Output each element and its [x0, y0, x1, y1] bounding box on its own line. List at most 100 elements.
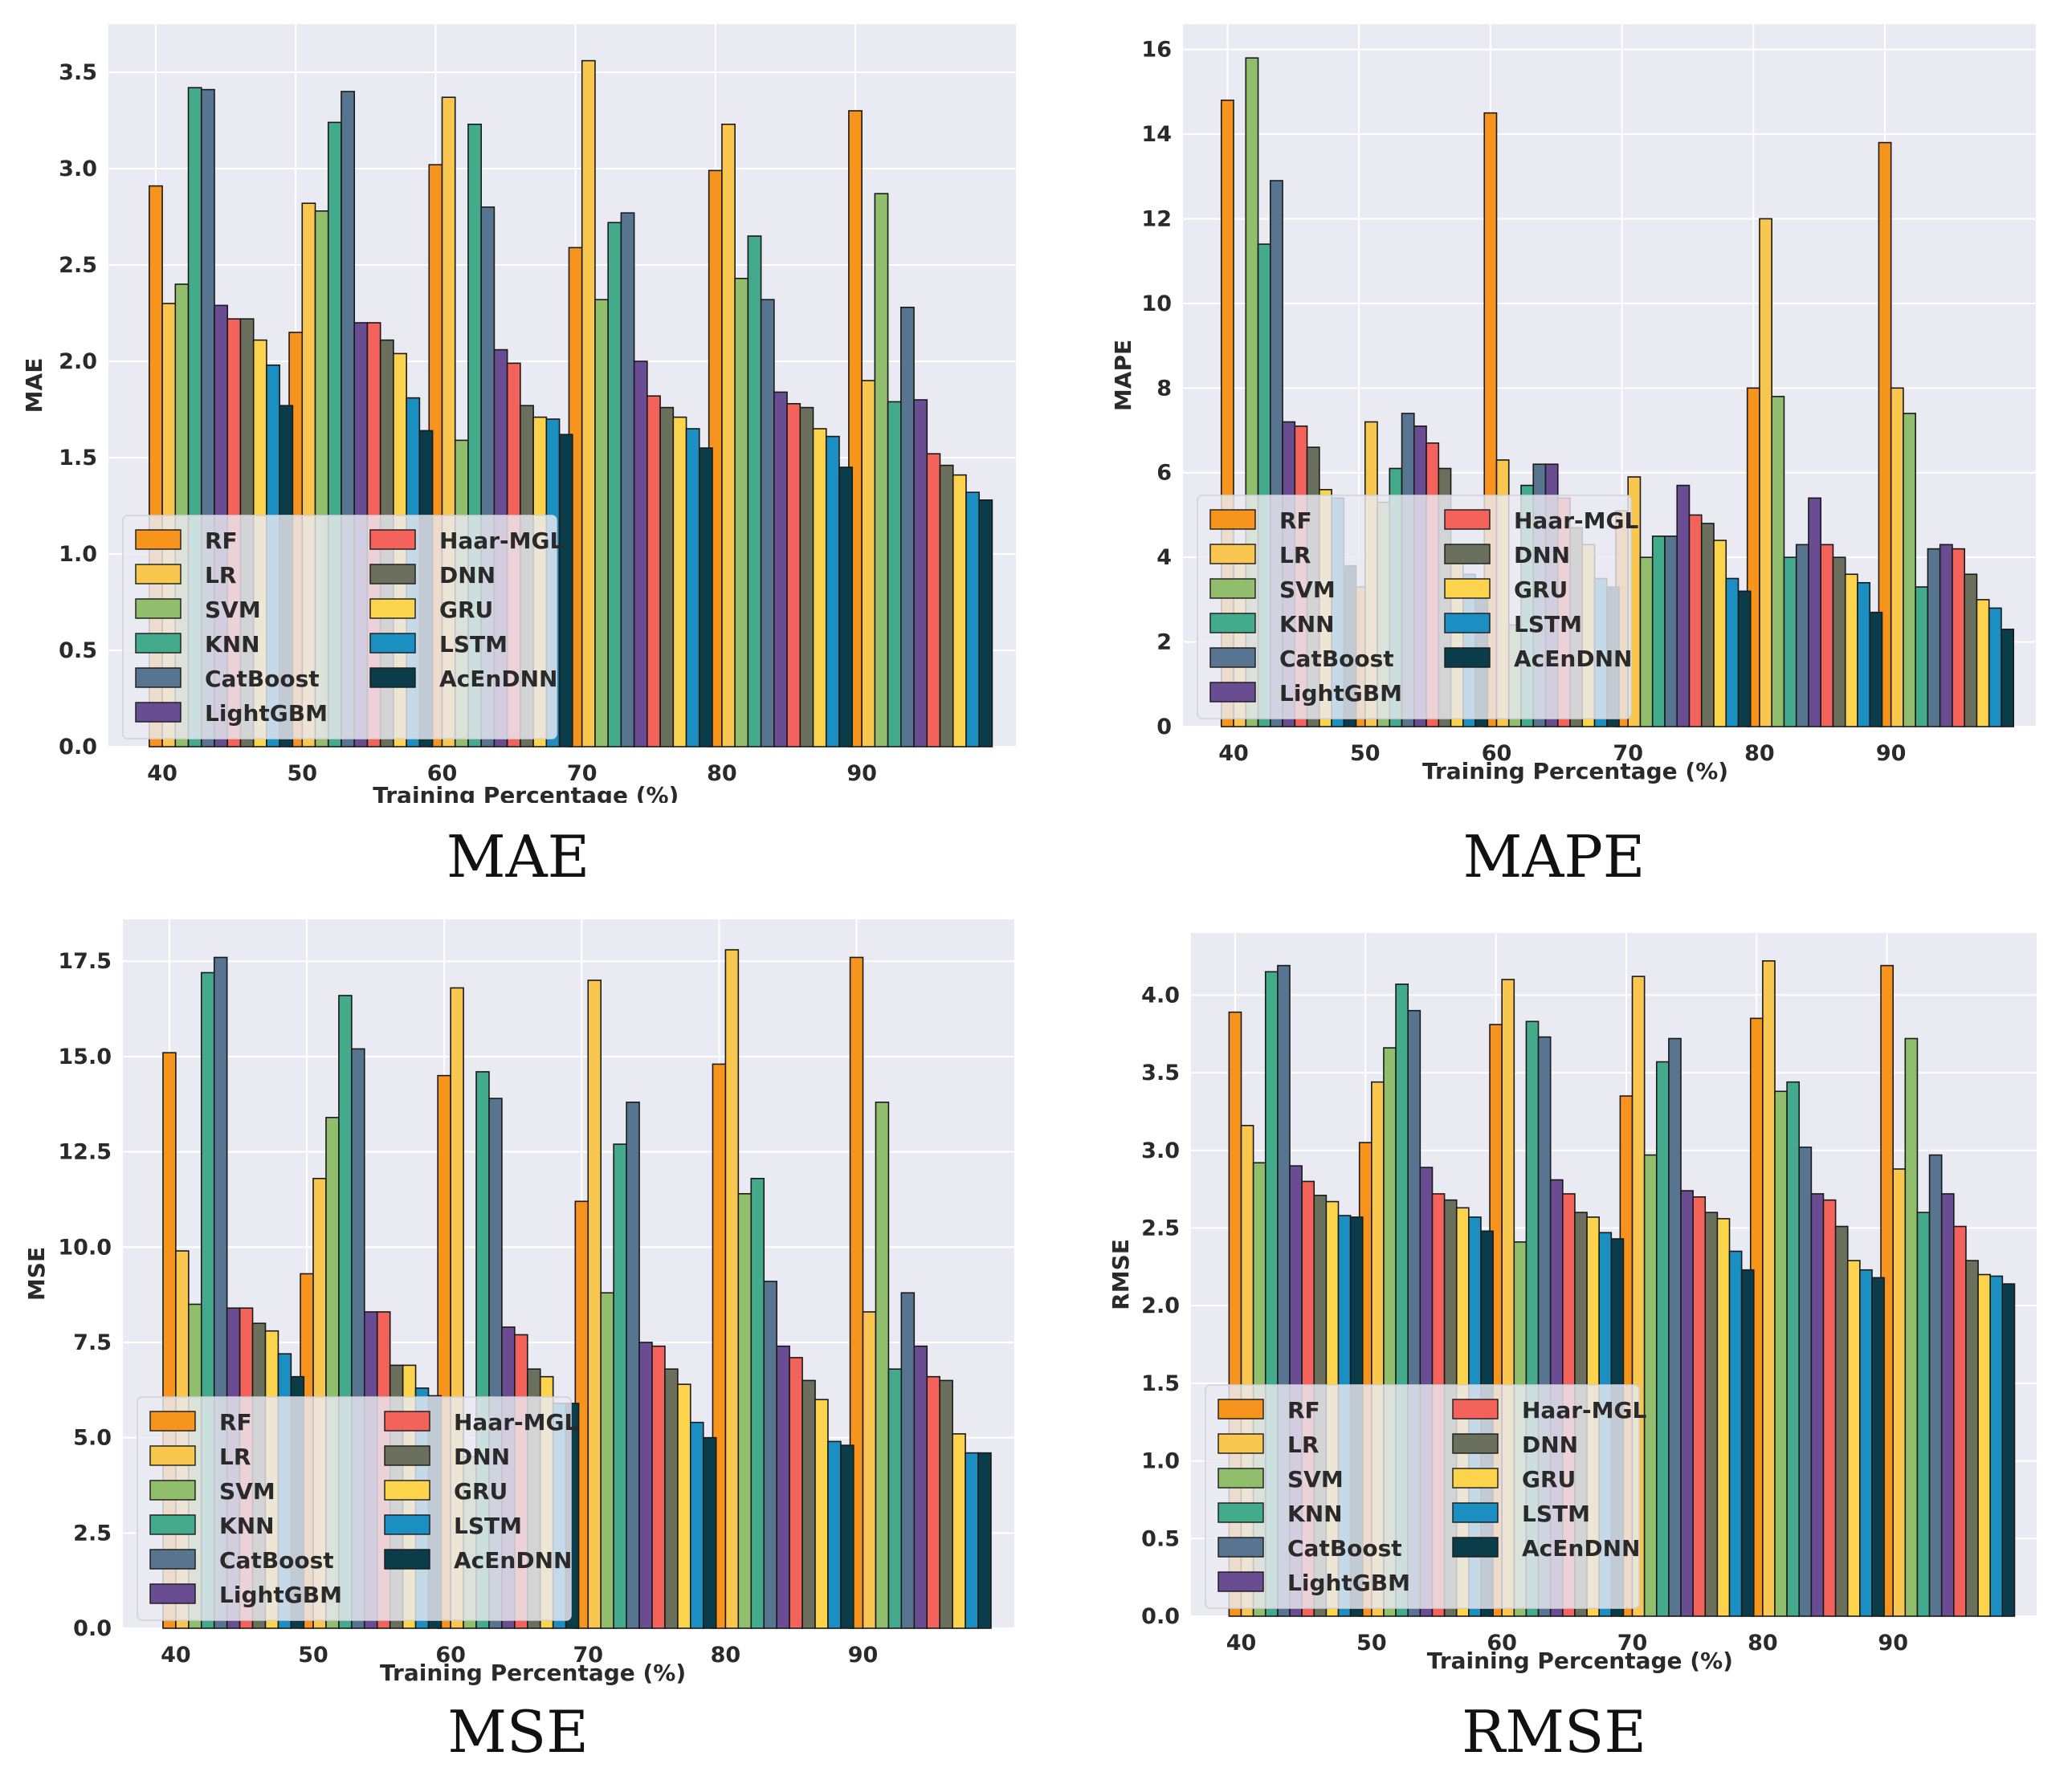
- mape-bar-catboost-80: [1795, 544, 1809, 727]
- mse-bar-gru-80: [814, 1399, 829, 1629]
- mape-bar-catboost-70: [1664, 536, 1678, 727]
- mape-bar-catboost-90: [1927, 548, 1941, 727]
- mse-legend-label-catboost: CatBoost: [219, 1547, 334, 1574]
- mape-legend-box: [1197, 495, 1632, 719]
- mae-legend-swatch-knn: [135, 633, 182, 654]
- mse-bar-svm-80: [737, 1193, 753, 1629]
- mse-y-axis-label: MSE: [23, 1247, 50, 1301]
- rmse-legend-label-dnn: DNN: [1522, 1432, 1578, 1458]
- rmse-bar-svm-90: [1904, 1037, 1919, 1617]
- mse-legend-swatch-rf: [149, 1411, 196, 1432]
- mape-x-tick-label: 60: [1482, 741, 1512, 766]
- mae-legend-swatch-lightgbm: [135, 702, 182, 723]
- rmse-legend-swatch-lr: [1218, 1433, 1264, 1454]
- mae-bar-acendnn-60: [558, 434, 573, 747]
- mape-legend-label-gru: GRU: [1514, 576, 1568, 603]
- mae-x-tick-label: 80: [707, 761, 737, 786]
- mae-y-tick-label: 2.0: [59, 349, 97, 374]
- mse-bar-lstm-80: [827, 1440, 842, 1629]
- mse-legend-swatch-knn: [149, 1514, 196, 1535]
- rmse-y-tick-label: 1.0: [1141, 1449, 1180, 1474]
- rmse-bar-gru-70: [1716, 1218, 1731, 1617]
- mae-x-tick-label: 40: [147, 761, 177, 786]
- mape-y-tick-label: 16: [1141, 38, 1172, 63]
- mape-x-tick-label: 70: [1613, 741, 1643, 766]
- rmse-bar-lightgbm-80: [1810, 1193, 1825, 1617]
- rmse-y-tick-label: 3.0: [1141, 1138, 1180, 1163]
- mse-bar-catboost-90: [900, 1292, 916, 1629]
- mae-bar-acendnn-70: [698, 447, 713, 747]
- mse-bar-gru-70: [677, 1383, 691, 1629]
- mse-y-tick-label: 10.0: [58, 1235, 112, 1260]
- mse-bar-gru-90: [952, 1433, 966, 1629]
- mae-bar-svm-70: [594, 299, 609, 747]
- mape-bar-knn-70: [1651, 536, 1666, 727]
- rmse-legend-box: [1205, 1384, 1640, 1609]
- mse-legend-label-dnn: DNN: [454, 1444, 510, 1470]
- mae-y-tick-label: 0.5: [59, 638, 97, 663]
- mse-x-tick-label: 80: [711, 1643, 741, 1668]
- mse-y-tick-label: 0.0: [73, 1616, 112, 1641]
- mse-bar-haar-mgl-90: [926, 1375, 940, 1629]
- mape-legend-label-lightgbm: LightGBM: [1279, 680, 1402, 707]
- mae-legend-swatch-dnn: [369, 564, 416, 585]
- mse-legend-label-lightgbm: LightGBM: [219, 1582, 342, 1608]
- rmse-legend-label-acendnn: AcEnDNN: [1522, 1535, 1640, 1562]
- mape-bar-lr-80: [1759, 218, 1772, 727]
- rmse-chart-panel: 0.0 0.5 1.0 1.5 2.0 2.5 3.0 3.5 4.0 40 50 60 70 80 90 T…: [1036, 891, 2072, 1780]
- mape-bar-svm-90: [1903, 413, 1916, 727]
- mse-y-tick-label: 5.0: [73, 1426, 112, 1451]
- mse-legend-swatch-svm: [149, 1480, 196, 1501]
- mae-bar-lr-90: [861, 380, 876, 747]
- mae-legend-swatch-svm: [135, 598, 182, 619]
- mae-bar-haar-mgl-70: [646, 395, 661, 747]
- rmse-x-tick-label: 80: [1748, 1631, 1778, 1656]
- mse-y-tick-label: 7.5: [73, 1330, 112, 1355]
- mse-bar-acendnn-80: [840, 1444, 854, 1629]
- mae-bar-acendnn-80: [838, 466, 854, 747]
- mape-bar-acendnn-90: [2001, 628, 2015, 727]
- mape-legend-label-lstm: LSTM: [1514, 611, 1582, 637]
- rmse-bar-knn-90: [1916, 1212, 1931, 1617]
- mse-legend-swatch-lstm: [384, 1514, 430, 1535]
- mse-bar-svm-70: [600, 1292, 614, 1629]
- mae-legend-label-svm: SVM: [205, 597, 261, 623]
- mse-bar-catboost-70: [626, 1102, 640, 1629]
- mae-y-axis-label: MAE: [21, 358, 47, 413]
- mae-legend-label-knn: KNN: [205, 631, 260, 658]
- mse-legend-label-svm: SVM: [219, 1478, 275, 1505]
- rmse-legend-label-knn: KNN: [1287, 1501, 1343, 1527]
- rmse-legend-swatch-dnn: [1452, 1433, 1499, 1454]
- mse-chart: 0.0 2.5 5.0 7.5 10.0 12.5 15.0 17.5 40 50 60 70 80 90…: [23, 919, 1014, 1686]
- mape-bar-gru-90: [1976, 599, 1990, 727]
- mape-x-tick-label: 90: [1876, 741, 1907, 766]
- mae-bar-knn-90: [887, 401, 902, 747]
- mae-caption: MAE: [446, 823, 590, 890]
- mape-legend-swatch-gru: [1444, 578, 1491, 599]
- mae-bar-lstm-90: [965, 491, 981, 747]
- mape-caption: MAPE: [1462, 823, 1646, 890]
- rmse-bar-catboost-80: [1798, 1147, 1813, 1617]
- rmse-y-axis-label: RMSE: [1107, 1239, 1134, 1310]
- mape-legend-swatch-haar-mgl: [1444, 509, 1491, 530]
- rmse-legend-label-haar-mgl: Haar-MGL: [1522, 1397, 1646, 1424]
- mape-bar-knn-80: [1783, 556, 1797, 727]
- mse-y-tick-label: 12.5: [58, 1140, 112, 1165]
- mae-bar-haar-mgl-80: [786, 402, 801, 747]
- mse-bar-lr-80: [724, 949, 740, 1629]
- mse-bar-catboost-80: [763, 1281, 777, 1629]
- mse-legend-label-lstm: LSTM: [454, 1513, 522, 1539]
- mse-bar-haar-mgl-80: [789, 1357, 803, 1629]
- mae-chart: 0.0 0.5 1.0 1.5 2.0 2.5 3.0 3.5 40 50 60 70 80 90 Trai…: [21, 24, 1016, 803]
- rmse-bar-haar-mgl-90: [1953, 1225, 1967, 1617]
- rmse-y-tick-label: 2.5: [1141, 1216, 1180, 1240]
- mae-x-tick-label: 90: [846, 761, 877, 786]
- mape-y-tick-label: 2: [1156, 630, 1172, 655]
- mape-bar-dnn-90: [1964, 573, 1978, 727]
- mape-chart: 0 2 4 6 8 10 12 14 16 40 50 60 70 80 90 Training Percen…: [1110, 24, 2036, 784]
- mae-bar-gru-70: [672, 416, 687, 747]
- rmse-bar-catboost-90: [1928, 1154, 1943, 1617]
- rmse-legend-swatch-acendnn: [1452, 1537, 1499, 1558]
- mse-bar-haar-mgl-70: [651, 1345, 666, 1629]
- mse-chart-panel: 0.0 2.5 5.0 7.5 10.0 12.5 15.0 17.5 40 50 60 70 80 90…: [0, 891, 1036, 1780]
